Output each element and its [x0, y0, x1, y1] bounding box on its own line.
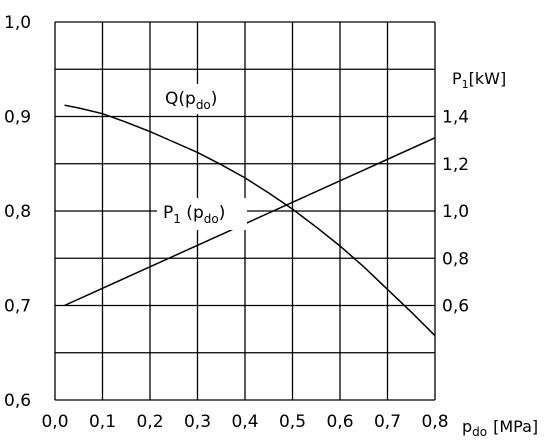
- y-left-tick-label: 1,0: [4, 13, 31, 33]
- p1-curve-label: P1 (pdo): [163, 203, 225, 226]
- x-tick-label: 0,3: [184, 412, 211, 432]
- y-right-tick-label: 0,8: [442, 249, 469, 269]
- y-right-tick-label: 1,2: [442, 155, 469, 175]
- x-tick-label: 0,1: [89, 412, 116, 432]
- y-left-tick-label: 0,8: [4, 202, 31, 222]
- labels-group: 0,6 0,7 0,8 0,9 1,0 0,6 0,8 1,0 1,2 1,4 0,0 0,1 0,2 0…: [4, 13, 538, 439]
- q-label-bg: [160, 84, 230, 114]
- x-tick-label: 0,5: [279, 412, 306, 432]
- y-left-tick-label: 0,6: [4, 391, 31, 411]
- x-tick-label: 0,6: [326, 412, 353, 432]
- series-line-1: [64, 137, 436, 307]
- x-axis-title: pdo [MPa]: [462, 417, 538, 439]
- q-curve-label: Q(pdo): [165, 89, 217, 112]
- y-right-axis-title: P1[kW]: [452, 69, 506, 91]
- x-tick-label: 0,2: [136, 412, 163, 432]
- y-right-tick-label: 0,6: [442, 297, 469, 317]
- p1-label-bg: [157, 198, 247, 230]
- x-tick-label: 0,0: [41, 412, 68, 432]
- x-tick-label: 0,7: [374, 412, 401, 432]
- y-right-tick-label: 1,0: [442, 202, 469, 222]
- y-left-tick-label: 0,9: [4, 108, 31, 128]
- y-left-tick-label: 0,7: [4, 297, 31, 317]
- y-right-tick-label: 1,4: [442, 108, 469, 128]
- x-tick-label: 0,8: [421, 412, 448, 432]
- x-tick-label: 0,4: [231, 412, 258, 432]
- series-line-0: [64, 104, 436, 337]
- series-group: [64, 104, 436, 337]
